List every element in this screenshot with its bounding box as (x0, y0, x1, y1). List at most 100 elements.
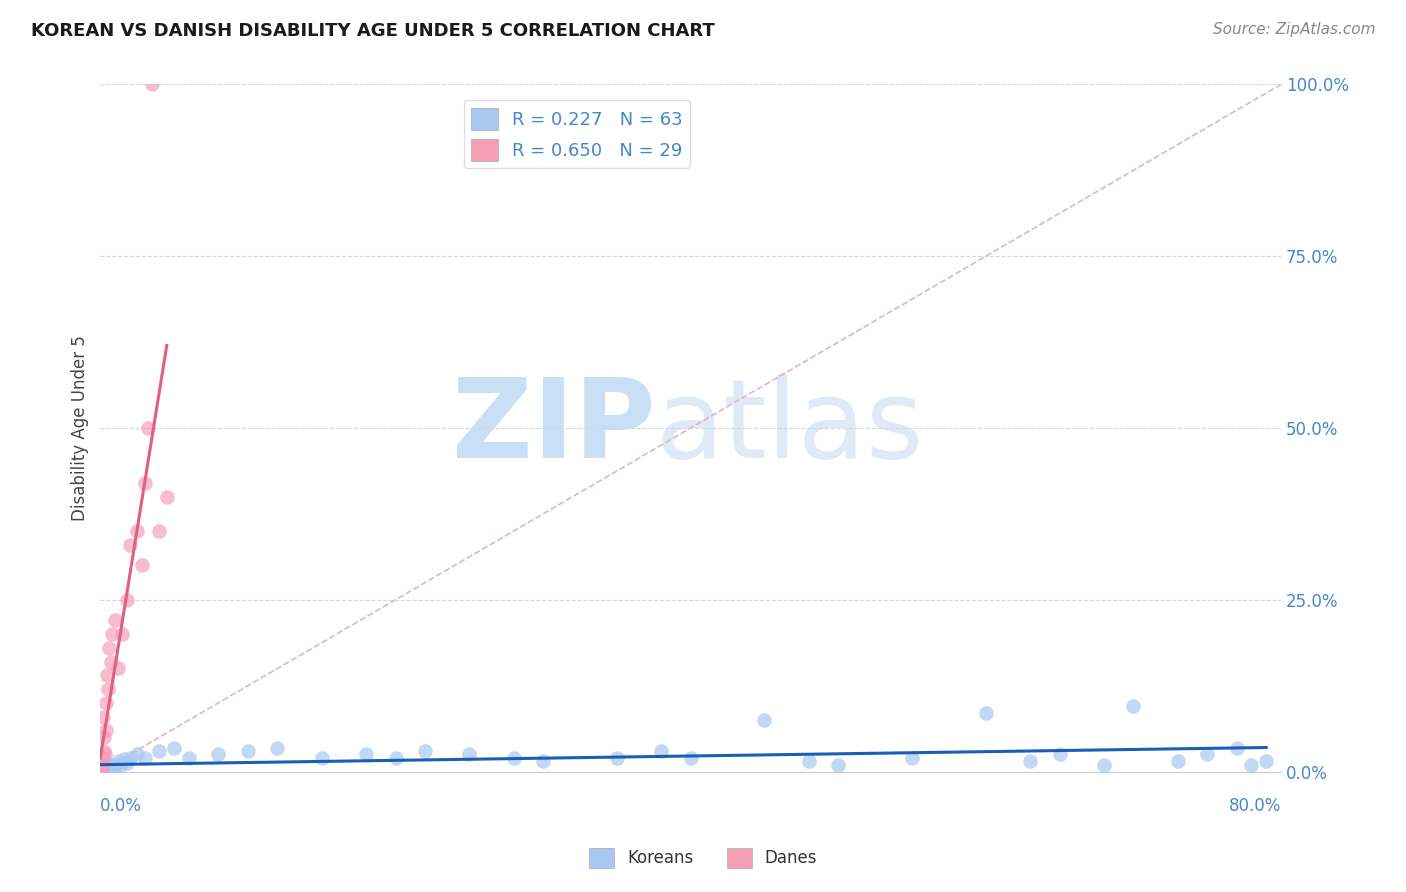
Point (531, 754, 554, 768)
Point (93, 744, 115, 758)
Point (94, 760, 117, 774)
Point (115, 592, 138, 607)
Point (91, 751, 114, 765)
Point (974, 706, 997, 721)
Point (1049, 747, 1071, 762)
Y-axis label: Disability Age Under 5: Disability Age Under 5 (72, 335, 89, 521)
Point (413, 744, 436, 758)
Point (90, 761, 112, 775)
Point (91, 759, 114, 773)
Point (1256, 754, 1278, 768)
Point (156, 490, 179, 504)
Point (606, 751, 628, 765)
Point (141, 78, 163, 92)
Text: KOREAN VS DANISH DISABILITY AGE UNDER 5 CORRELATION CHART: KOREAN VS DANISH DISABILITY AGE UNDER 5 … (31, 22, 714, 40)
Point (96, 762, 118, 776)
Point (134, 475, 156, 490)
Text: 0.0%: 0.0% (100, 797, 142, 814)
Point (96, 723, 118, 738)
Point (94, 758, 117, 772)
Point (118, 538, 141, 552)
Point (104, 757, 127, 772)
Point (148, 524, 170, 538)
Text: atlas: atlas (655, 375, 924, 482)
Point (94, 747, 117, 762)
Point (311, 751, 333, 765)
Point (127, 747, 149, 762)
Point (354, 747, 377, 762)
Point (93, 762, 115, 776)
Point (754, 713, 776, 727)
Point (96, 759, 118, 773)
Point (127, 524, 149, 538)
Point (110, 757, 132, 772)
Point (103, 760, 125, 774)
Point (104, 614, 127, 628)
Point (131, 558, 153, 573)
Point (1122, 699, 1144, 714)
Text: ZIP: ZIP (451, 375, 655, 482)
Point (90, 763, 112, 777)
Point (98, 759, 121, 773)
Point (797, 754, 820, 768)
Point (1167, 754, 1189, 768)
Point (384, 751, 406, 765)
Point (98, 640, 121, 655)
Point (91, 757, 114, 772)
Legend: Koreans, Danes: Koreans, Danes (582, 841, 824, 875)
Point (100, 655, 122, 669)
Point (111, 627, 134, 641)
Point (901, 751, 924, 765)
Point (134, 751, 156, 765)
Point (93, 756, 115, 771)
Point (136, 421, 159, 435)
Point (502, 751, 524, 765)
Point (91, 763, 114, 777)
Point (90, 762, 112, 776)
Point (90, 759, 112, 773)
Point (94, 763, 117, 777)
Point (93, 730, 115, 744)
Point (827, 757, 849, 772)
Legend: R = 0.227   N = 63, R = 0.650   N = 29: R = 0.227 N = 63, R = 0.650 N = 29 (464, 100, 690, 168)
Point (148, 744, 170, 758)
Text: Source: ZipAtlas.com: Source: ZipAtlas.com (1212, 22, 1375, 37)
Point (100, 757, 122, 772)
Point (101, 627, 124, 641)
Point (118, 751, 141, 765)
Point (1240, 757, 1263, 772)
Point (236, 744, 259, 758)
Point (100, 760, 122, 774)
Point (107, 661, 129, 675)
Point (207, 747, 229, 762)
Point (94, 757, 117, 772)
Point (458, 747, 481, 762)
Point (101, 762, 124, 776)
Point (91, 754, 114, 768)
Point (97, 761, 120, 775)
Point (91, 761, 114, 775)
Point (91, 760, 114, 774)
Point (96, 761, 118, 775)
Point (107, 754, 129, 768)
Point (163, 740, 186, 755)
Point (1197, 747, 1219, 762)
Point (177, 751, 200, 765)
Point (112, 752, 135, 766)
Point (96, 668, 118, 682)
Point (1226, 740, 1249, 755)
Point (1092, 757, 1115, 772)
Point (115, 756, 138, 771)
Point (94, 696, 117, 710)
Point (97, 682, 120, 697)
Point (266, 740, 288, 755)
Point (679, 751, 702, 765)
Point (650, 744, 672, 758)
Point (1019, 754, 1042, 768)
Point (96, 760, 118, 774)
Text: 80.0%: 80.0% (1229, 797, 1281, 814)
Point (93, 760, 115, 774)
Point (90, 757, 112, 772)
Point (98, 763, 121, 777)
Point (97, 757, 120, 772)
